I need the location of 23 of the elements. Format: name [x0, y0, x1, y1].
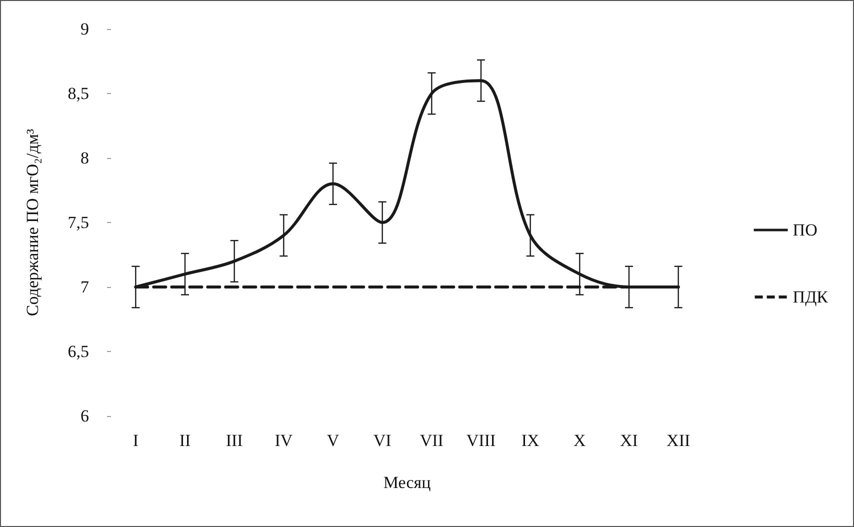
x-tick-label: VII — [420, 431, 444, 450]
y-tick-label: 7 — [80, 278, 90, 296]
x-tick-label: X — [574, 431, 586, 450]
y-tick-label: 9 — [80, 20, 89, 38]
x-tick-label: V — [326, 431, 340, 450]
x-axis-title: Месяц — [383, 473, 431, 492]
y-tick-label: 6,5 — [68, 342, 89, 361]
x-tick-label: I — [132, 431, 139, 450]
y-axis-title: Содержание ПО мгО₂/дм³ — [23, 128, 42, 316]
x-tick-label: III — [226, 431, 244, 450]
x-tick-label: XII — [666, 431, 690, 450]
y-tick-label: 8 — [80, 148, 89, 168]
x-tick-label: IV — [274, 431, 294, 450]
x-tick-label: IX — [521, 431, 540, 450]
x-tick-label: XI — [620, 431, 638, 450]
y-tick-label: 7,5 — [68, 213, 89, 232]
x-tick-label: VI — [373, 431, 392, 450]
x-tick-label: VIII — [466, 431, 496, 450]
y-tick-label: 8,5 — [68, 84, 89, 103]
legend-label: ПДК — [792, 288, 829, 306]
y-tick-label: 6 — [80, 406, 89, 426]
x-tick-label: II — [179, 431, 191, 450]
legend-label: ПО — [792, 220, 818, 240]
